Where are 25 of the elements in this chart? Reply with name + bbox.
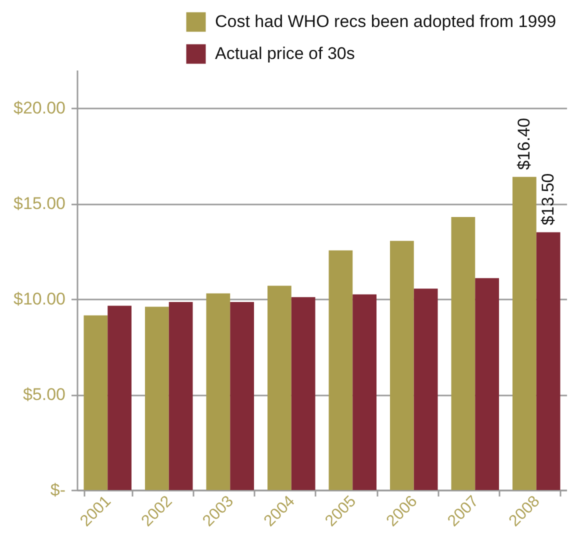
bar bbox=[291, 297, 316, 490]
y-tick-label: $5.00 bbox=[22, 385, 66, 404]
legend-label: Actual price of 30s bbox=[215, 44, 355, 63]
bar bbox=[144, 306, 169, 490]
bar bbox=[352, 294, 377, 490]
legend-label: Cost had WHO recs been adopted from 1999 bbox=[215, 12, 556, 31]
y-tick-label: $15.00 bbox=[14, 194, 66, 214]
bar bbox=[475, 278, 500, 490]
y-tick-label: $- bbox=[50, 480, 66, 500]
bar bbox=[536, 232, 560, 490]
bar bbox=[328, 250, 353, 490]
bar bbox=[390, 240, 414, 490]
bar bbox=[108, 306, 132, 490]
bar bbox=[267, 286, 292, 490]
data-label: $16.40 bbox=[514, 118, 534, 170]
bar bbox=[168, 302, 193, 490]
bar bbox=[451, 217, 476, 490]
y-tick-label: $10.00 bbox=[14, 290, 66, 309]
bar bbox=[206, 293, 230, 490]
bar bbox=[230, 302, 254, 490]
bar bbox=[84, 315, 108, 490]
bar bbox=[512, 176, 536, 490]
bar bbox=[414, 288, 438, 490]
y-tick-label: $20.00 bbox=[14, 98, 66, 118]
data-label: $13.50 bbox=[538, 173, 558, 226]
